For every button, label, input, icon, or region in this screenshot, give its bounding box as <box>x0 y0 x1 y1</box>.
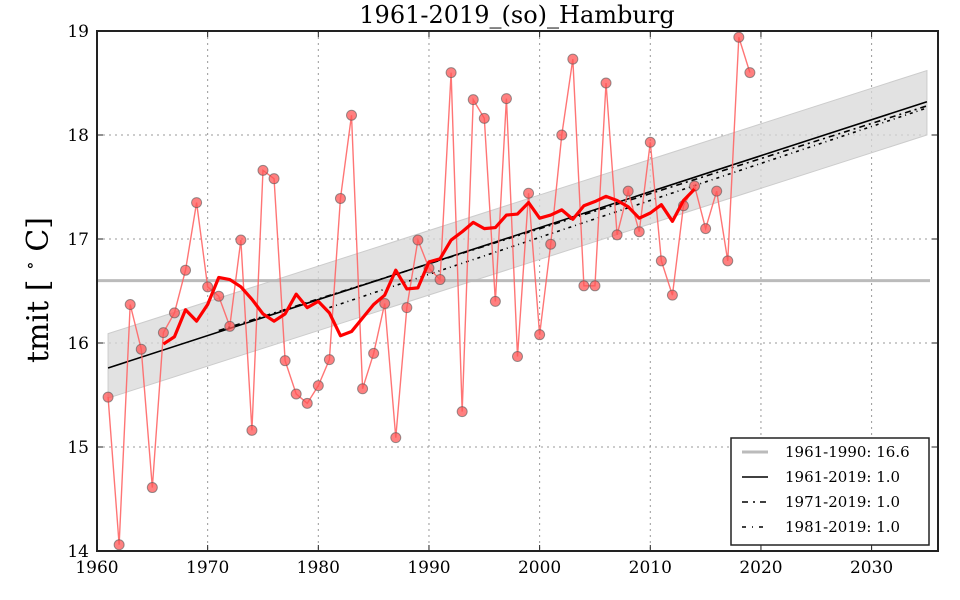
data-point <box>567 53 579 65</box>
legend-label-trend-1971: 1971-2019: 1.0 <box>785 493 900 511</box>
y-tick-label: 14 <box>67 542 89 562</box>
data-point <box>146 482 158 494</box>
x-tick-label: 2030 <box>850 558 893 578</box>
y-label-degree: ∘ <box>20 261 41 270</box>
data-point <box>268 173 280 185</box>
data-point <box>135 343 147 355</box>
data-point <box>722 255 734 267</box>
x-tick-label: 1980 <box>297 558 340 578</box>
legend-label-trend-1961: 1961-2019: 1.0 <box>785 468 900 486</box>
data-point <box>113 539 125 551</box>
data-point <box>489 295 501 307</box>
data-point <box>633 226 645 238</box>
data-point <box>390 432 402 444</box>
data-point <box>180 264 192 276</box>
x-tick-label: 1970 <box>186 558 229 578</box>
y-tick-label: 19 <box>67 22 89 42</box>
x-tick-label: 2010 <box>629 558 672 578</box>
data-point <box>589 280 601 292</box>
data-point <box>412 234 424 246</box>
y-label-main: tmit [ <box>21 280 56 363</box>
data-point <box>346 109 358 121</box>
data-point <box>379 297 391 309</box>
data-point <box>368 347 380 359</box>
data-point <box>512 351 523 363</box>
y-label-unit: C] <box>21 217 56 252</box>
data-point <box>334 192 346 204</box>
chart-title: 1961-2019_(so)_Hamburg <box>359 1 674 29</box>
data-point <box>467 94 479 106</box>
data-point <box>456 406 468 418</box>
running-mean-line <box>162 187 696 346</box>
data-point <box>191 197 203 209</box>
data-point <box>224 320 236 332</box>
data-point <box>401 302 413 314</box>
x-tick-label: 2000 <box>518 558 561 578</box>
y-tick-label: 17 <box>67 230 89 250</box>
data-point <box>213 290 225 302</box>
data-point <box>711 185 723 197</box>
data-point <box>556 129 568 141</box>
data-point <box>500 93 512 105</box>
data-point <box>600 77 612 89</box>
data-point <box>534 329 546 341</box>
data-point <box>733 31 745 43</box>
y-axis: 14 15 16 17 18 19 <box>67 22 938 562</box>
data-point <box>644 136 656 148</box>
data-point <box>312 380 324 392</box>
y-axis-label: tmit [ ∘ C] <box>9 217 56 363</box>
data-point <box>235 234 247 246</box>
running-mean-series <box>162 187 696 346</box>
data-point <box>622 185 634 197</box>
legend: 1961-1990: 16.6 1961-2019: 1.0 1971-2019… <box>730 437 930 546</box>
data-point <box>202 281 214 293</box>
data-point <box>666 289 678 301</box>
data-point <box>290 388 302 400</box>
legend-label-reference: 1961-1990: 16.6 <box>785 443 910 461</box>
data-point <box>301 397 313 409</box>
svg-text:tmit [ ∘ C]: tmit [ ∘ C] <box>9 217 56 363</box>
data-point <box>357 383 369 395</box>
data-point <box>157 327 169 339</box>
legend-label-trend-1981: 1981-2019: 1.0 <box>785 518 900 536</box>
x-axis: 1960 1970 1980 1990 2000 2010 2020 2030 <box>75 31 893 578</box>
data-point <box>545 238 557 250</box>
data-point <box>700 223 712 235</box>
y-tick-label: 15 <box>67 438 89 458</box>
data-point <box>744 67 756 79</box>
trend-line-1961 <box>107 100 928 369</box>
data-point <box>611 229 623 241</box>
data-point <box>102 391 114 403</box>
plot-frame <box>96 30 939 552</box>
data-point <box>445 67 457 79</box>
data-point <box>523 187 535 199</box>
y-tick-label: 16 <box>67 334 89 354</box>
data-point <box>246 424 258 436</box>
data-point <box>279 355 291 367</box>
data-point <box>434 274 446 286</box>
data-point <box>655 255 667 267</box>
legend-box <box>730 437 930 546</box>
x-tick-label: 1960 <box>75 558 118 578</box>
x-tick-label: 1990 <box>407 558 450 578</box>
data-point <box>124 299 136 311</box>
x-tick-label: 2020 <box>739 558 782 578</box>
data-point <box>257 164 269 176</box>
y-tick-label: 18 <box>67 126 89 146</box>
data-point <box>478 112 490 124</box>
data-point <box>168 307 180 319</box>
data-point <box>323 354 335 366</box>
data-point <box>578 280 590 292</box>
